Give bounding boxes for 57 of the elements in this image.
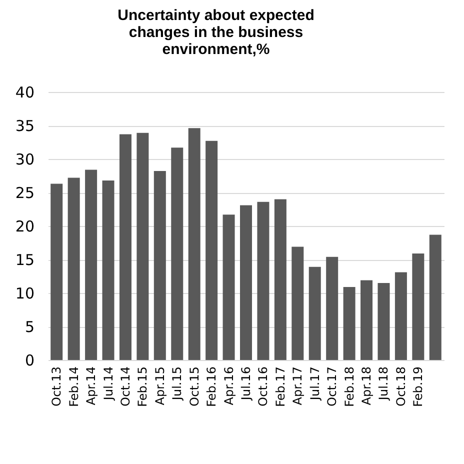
bar bbox=[50, 184, 63, 360]
x-tick-label: Oct.18 bbox=[394, 366, 408, 406]
text: environment,% bbox=[162, 41, 270, 58]
bar bbox=[292, 246, 304, 360]
y-tick-label: 35 bbox=[15, 117, 34, 135]
x-tick-label: Oct.17 bbox=[325, 366, 340, 406]
bar bbox=[394, 272, 407, 360]
y-tick-label: 30 bbox=[15, 150, 34, 168]
x-tick-label: Feb.16 bbox=[204, 366, 219, 407]
bar bbox=[308, 266, 321, 360]
bar bbox=[240, 205, 252, 360]
x-tick-label: Oct.15 bbox=[187, 366, 202, 406]
bar bbox=[188, 128, 200, 360]
y-tick-label: 40 bbox=[15, 84, 34, 102]
bar bbox=[222, 214, 235, 360]
y-tick-label: 0 bbox=[24, 352, 34, 370]
x-tick-label: Oct.13 bbox=[50, 366, 64, 406]
x-tick-label: Feb.14 bbox=[66, 366, 81, 407]
x-tick-label: Oct.16 bbox=[256, 366, 270, 406]
bar bbox=[171, 148, 184, 360]
x-tick-label: Feb.15 bbox=[136, 366, 150, 407]
bar bbox=[119, 134, 132, 360]
bar bbox=[85, 170, 98, 360]
x-tick-label: Jul.17 bbox=[308, 366, 322, 402]
bar bbox=[154, 171, 166, 360]
x-tick-label: Feb.19 bbox=[411, 366, 426, 407]
x-tick-label: Jul.16 bbox=[239, 366, 253, 402]
x-tick-label: Apr.18 bbox=[360, 366, 374, 406]
x-tick-label: Apr.16 bbox=[222, 366, 236, 406]
y-tick-label: 15 bbox=[15, 251, 34, 269]
bar bbox=[360, 280, 373, 360]
y-tick-label: 10 bbox=[15, 284, 34, 302]
bar bbox=[206, 140, 218, 360]
text: Uncertainty about expected bbox=[118, 7, 314, 24]
bar bbox=[68, 178, 80, 360]
bar bbox=[429, 234, 442, 360]
bar bbox=[343, 286, 356, 360]
x-tick-label: Apr.15 bbox=[152, 366, 167, 406]
x-tick-label: Jul.18 bbox=[376, 366, 391, 402]
x-tick-label: Feb.17 bbox=[273, 366, 288, 407]
x-tick-label: Oct.14 bbox=[118, 366, 132, 406]
bar bbox=[274, 199, 286, 360]
x-tick-label: Jul.14 bbox=[101, 366, 116, 402]
text: changes in the business bbox=[128, 24, 304, 41]
bar bbox=[412, 253, 424, 360]
y-tick-label: 25 bbox=[15, 184, 34, 202]
bar bbox=[378, 282, 390, 360]
bar bbox=[102, 180, 114, 360]
y-tick-label: 20 bbox=[15, 218, 34, 236]
bar bbox=[136, 132, 149, 360]
bar bbox=[257, 202, 270, 360]
x-tick-label: Feb.18 bbox=[342, 366, 356, 407]
bar bbox=[326, 256, 338, 360]
y-tick-label: 5 bbox=[24, 318, 34, 336]
x-tick-label: Apr.17 bbox=[290, 366, 305, 406]
x-tick-label: Jul.15 bbox=[170, 366, 184, 402]
x-tick-label: Apr.14 bbox=[84, 366, 98, 406]
